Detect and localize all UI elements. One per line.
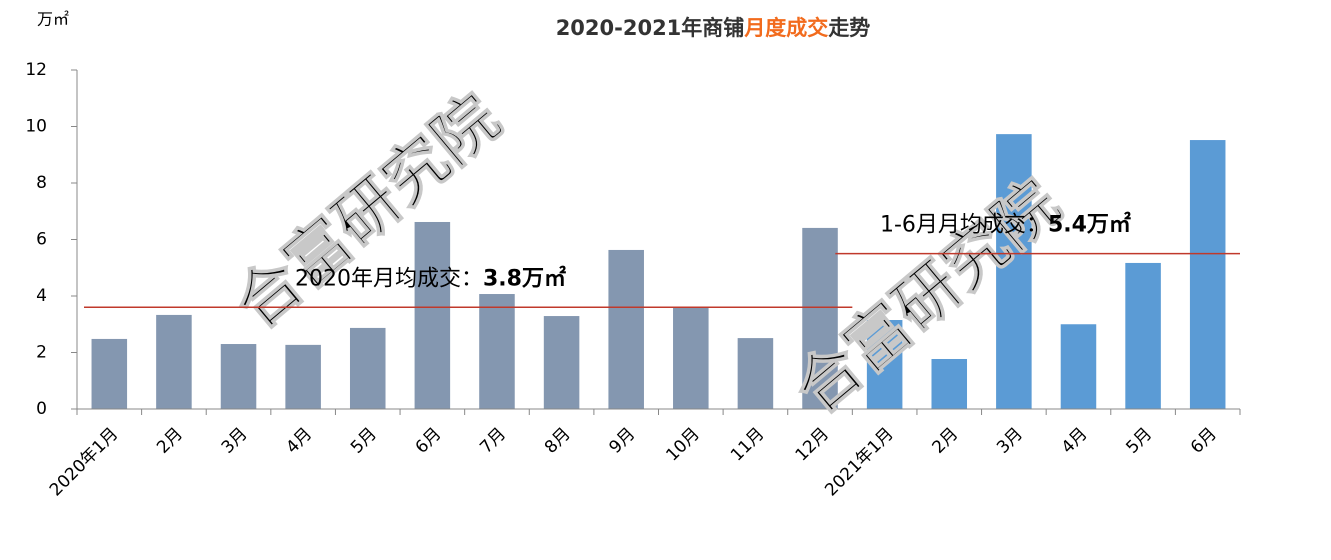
x-tick-label: 9月 [605,424,639,458]
y-tick-label: 10 [25,117,47,137]
bar [673,307,709,409]
reference-label-value: 3.8万㎡ [483,265,566,291]
reference-label-text: 1-6月月均成交： [880,213,1048,238]
x-tick-label: 2021年1月 [821,424,897,500]
y-tick-label: 0 [36,399,47,419]
x-tick-label: 2月 [929,424,963,458]
x-tick-label: 10月 [662,424,703,465]
watermark: 合富研究院 [221,81,514,343]
y-tick-label: 4 [36,286,47,306]
bar [996,134,1032,409]
bar [91,338,128,409]
bar [802,227,838,409]
x-tick-label: 5月 [347,424,381,458]
y-tick-label: 8 [36,173,47,193]
reference-label: 2020年月均成交：3.8万㎡ [295,265,566,291]
x-tick-label: 3月 [993,424,1027,458]
x-tick-label: 5月 [1122,424,1156,458]
title-part: 月度成交 [743,16,828,40]
y-unit: 万㎡ [37,10,69,29]
reference-label-value: 5.4万㎡ [1048,212,1131,238]
x-tick-label: 2020年1月 [46,424,122,500]
chart-title: 2020-2021年商铺月度成交走势 [556,16,871,40]
bar [1189,140,1226,409]
title-part: 走势 [828,16,870,40]
y-tick-label: 2 [36,343,47,363]
reference-label-text: 2020年月均成交： [295,266,483,291]
bar [414,221,451,409]
bar [608,249,644,409]
x-tick-label: 12月 [792,424,833,465]
bar [737,338,774,409]
bar [1125,262,1161,409]
x-tick-label: 11月 [727,424,768,465]
bar [479,294,515,409]
x-tick-label: 8月 [541,424,575,458]
x-tick-label: 4月 [282,424,316,458]
bar [866,320,903,409]
y-tick-label: 12 [25,60,47,80]
bar [285,344,321,409]
bar [220,344,257,409]
bar [156,314,192,409]
x-tick-label: 4月 [1058,424,1092,458]
bar [1060,324,1097,409]
x-tick-label: 6月 [412,424,446,458]
bar [931,358,968,409]
x-tick-label: 7月 [476,424,510,458]
x-tick-label: 6月 [1187,424,1221,458]
reference-label: 1-6月月均成交：5.4万㎡ [880,212,1131,238]
x-tick-label: 2月 [153,424,187,458]
title-part: 2020-2021年商铺 [556,16,745,40]
x-tick-label: 3月 [218,424,252,458]
bar [543,316,580,409]
bar [349,327,386,409]
y-tick-label: 6 [36,230,47,250]
